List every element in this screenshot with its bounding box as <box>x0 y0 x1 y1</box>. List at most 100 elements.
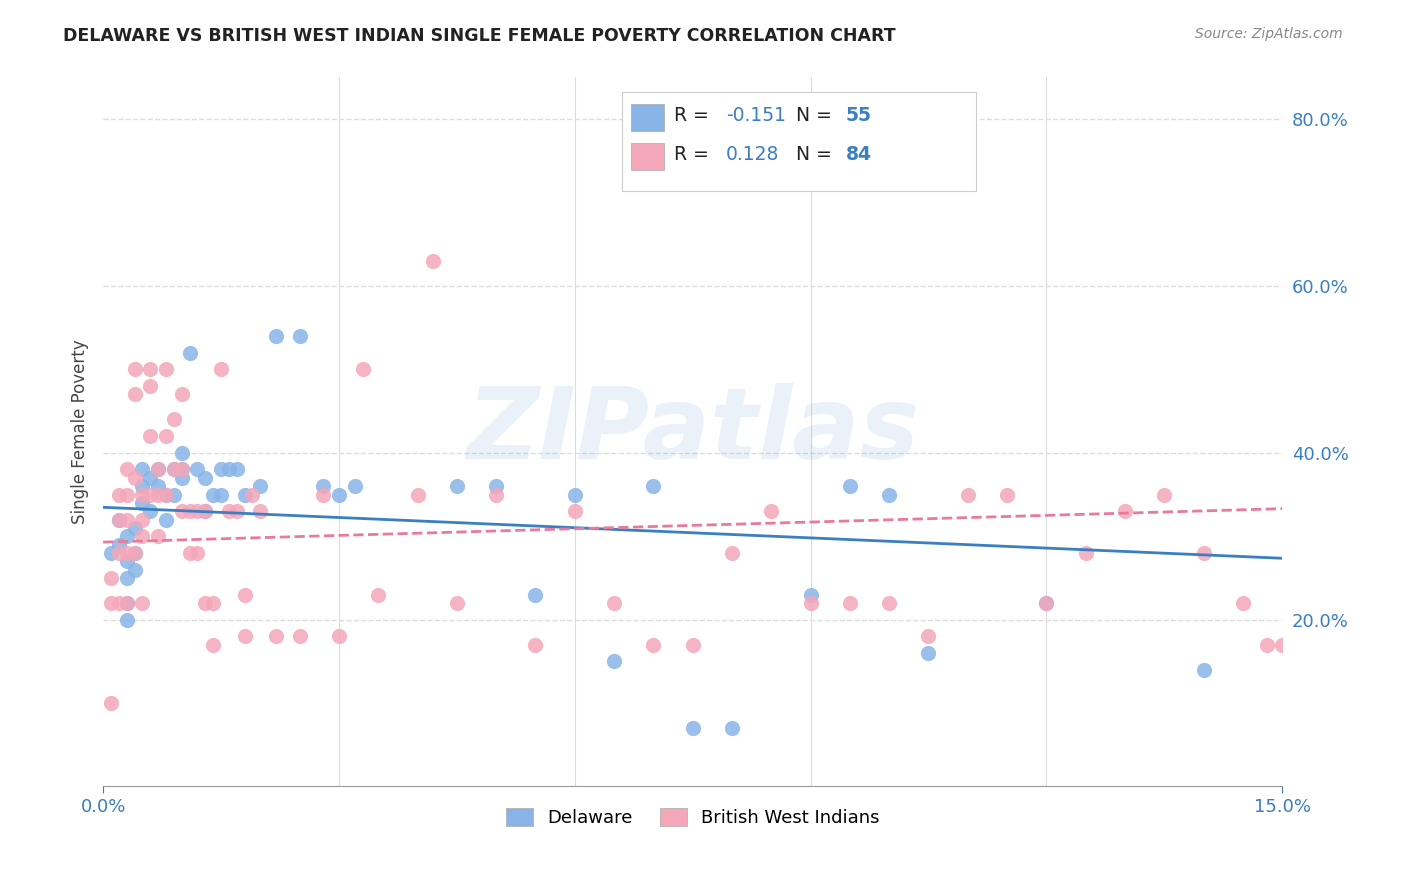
Point <box>233 487 256 501</box>
Point <box>1035 596 1057 610</box>
FancyBboxPatch shape <box>631 143 665 169</box>
Point <box>115 596 138 610</box>
Y-axis label: Single Female Poverty: Single Female Poverty <box>72 340 89 524</box>
Point <box>155 512 177 526</box>
Text: Source: ZipAtlas.com: Source: ZipAtlas.com <box>1195 27 1343 41</box>
Point <box>194 596 217 610</box>
Point <box>186 546 208 560</box>
Point <box>643 479 665 493</box>
Point <box>170 462 193 476</box>
Point <box>564 487 586 501</box>
Point <box>343 479 366 493</box>
Point <box>170 504 193 518</box>
Point <box>328 487 350 501</box>
Point <box>917 646 939 660</box>
Point <box>524 638 547 652</box>
Point <box>1074 546 1097 560</box>
Point <box>1256 638 1278 652</box>
Point <box>225 462 247 476</box>
Point <box>100 596 122 610</box>
Point <box>1334 596 1357 610</box>
Point <box>139 487 162 501</box>
Point <box>115 462 138 476</box>
Point <box>209 462 232 476</box>
Point <box>264 329 287 343</box>
Point <box>108 512 131 526</box>
Point <box>139 471 162 485</box>
Point <box>155 487 177 501</box>
Point <box>170 387 193 401</box>
Point <box>242 487 264 501</box>
Point <box>485 487 508 501</box>
Point <box>209 487 232 501</box>
Point <box>218 462 240 476</box>
Point <box>163 412 186 426</box>
Point <box>202 596 225 610</box>
Point <box>194 504 217 518</box>
Text: R =: R = <box>673 145 714 163</box>
Point <box>139 379 162 393</box>
Point <box>1295 638 1317 652</box>
Point <box>115 596 138 610</box>
Point <box>124 546 146 560</box>
Point <box>108 538 131 552</box>
Point <box>124 521 146 535</box>
Point <box>131 596 153 610</box>
Point <box>838 596 860 610</box>
Point <box>995 487 1018 501</box>
Point <box>179 546 201 560</box>
Text: 0.128: 0.128 <box>725 145 779 163</box>
Point <box>108 512 131 526</box>
Point <box>100 571 122 585</box>
Point <box>1035 596 1057 610</box>
Point <box>1192 663 1215 677</box>
Point <box>1114 504 1136 518</box>
Point <box>100 546 122 560</box>
Point <box>485 479 508 493</box>
Point <box>146 462 169 476</box>
Point <box>233 629 256 643</box>
Point <box>163 462 186 476</box>
Point <box>146 479 169 493</box>
Point <box>328 629 350 643</box>
Point <box>209 362 232 376</box>
Point <box>352 362 374 376</box>
Point <box>179 345 201 359</box>
Point <box>170 462 193 476</box>
Point <box>1232 596 1254 610</box>
Point <box>721 721 744 735</box>
Point <box>1310 638 1333 652</box>
Point <box>163 462 186 476</box>
Text: R =: R = <box>673 105 714 125</box>
Point <box>194 471 217 485</box>
FancyBboxPatch shape <box>631 103 665 130</box>
Point <box>108 546 131 560</box>
Point <box>115 529 138 543</box>
Text: N =: N = <box>796 105 838 125</box>
Point <box>218 504 240 518</box>
Legend: Delaware, British West Indians: Delaware, British West Indians <box>499 800 887 834</box>
Point <box>264 629 287 643</box>
Point <box>124 563 146 577</box>
Point <box>179 504 201 518</box>
Point <box>406 487 429 501</box>
Point <box>139 429 162 443</box>
FancyBboxPatch shape <box>621 92 976 191</box>
Point <box>225 504 247 518</box>
Point <box>131 479 153 493</box>
Point <box>249 504 271 518</box>
Point <box>146 487 169 501</box>
Text: 84: 84 <box>846 145 872 163</box>
Point <box>100 696 122 710</box>
Point <box>800 588 823 602</box>
Point <box>124 387 146 401</box>
Point <box>917 629 939 643</box>
Point <box>124 471 146 485</box>
Point <box>155 487 177 501</box>
Text: DELAWARE VS BRITISH WEST INDIAN SINGLE FEMALE POVERTY CORRELATION CHART: DELAWARE VS BRITISH WEST INDIAN SINGLE F… <box>63 27 896 45</box>
Point <box>155 362 177 376</box>
Point <box>1192 546 1215 560</box>
Point <box>170 471 193 485</box>
Text: -0.151: -0.151 <box>725 105 786 125</box>
Point <box>446 596 468 610</box>
